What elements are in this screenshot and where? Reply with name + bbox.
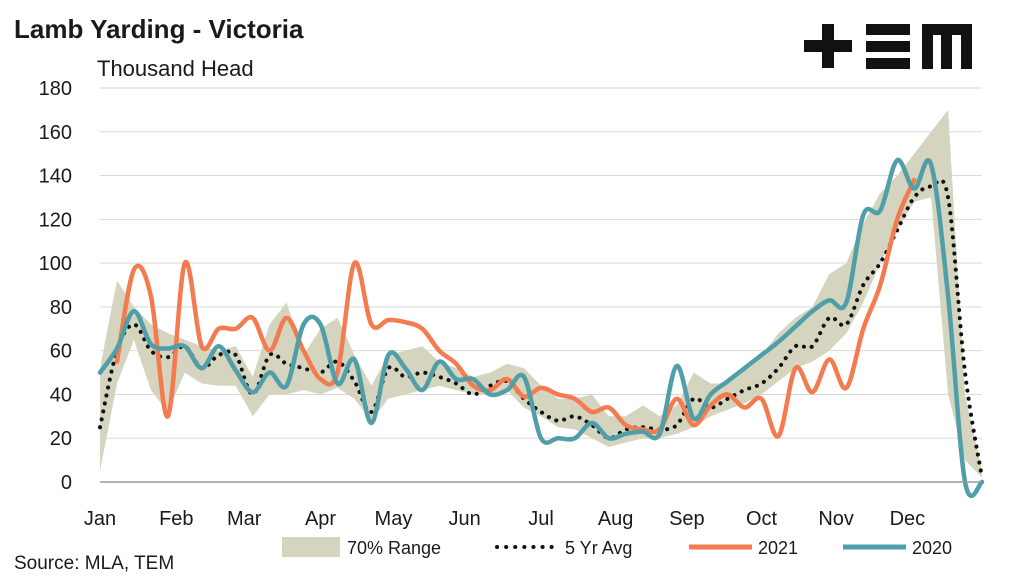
source-note: Source: MLA, TEM [14, 553, 175, 574]
x-tick-label-oct: Oct [746, 508, 778, 530]
x-tick-label-jun: Jun [449, 508, 481, 530]
x-tick-label-jan: Jan [84, 508, 116, 530]
chart-title: Lamb Yarding - Victoria [14, 14, 304, 44]
legend-label-2021: 2021 [758, 538, 798, 558]
x-tick-label-nov: Nov [818, 508, 854, 530]
x-tick-label-apr: Apr [305, 508, 336, 530]
y-axis-unit-label: Thousand Head [97, 56, 254, 81]
x-tick-label-aug: Aug [598, 508, 634, 530]
range-band-layer [100, 109, 982, 478]
x-tick-label-may: May [375, 508, 413, 530]
y-tick-label-80: 80 [50, 297, 72, 319]
legend-label-2020: 2020 [912, 538, 952, 558]
legend-label-5yr-avg: 5 Yr Avg [565, 538, 632, 558]
x-tick-label-dec: Dec [890, 508, 926, 530]
series-2020-line [97, 157, 985, 499]
y-tick-label-60: 60 [50, 341, 72, 363]
legend-swatch-70pct-range [282, 537, 340, 557]
y-tick-label-100: 100 [39, 253, 72, 275]
tem-logo-icon [804, 24, 972, 69]
y-tick-label-0: 0 [61, 472, 72, 494]
y-tick-label-40: 40 [50, 384, 72, 406]
axes-layer: 0 20 40 60 80 100 120 140 160 180 Jan Feb Mar Apr May J… [39, 78, 982, 530]
y-tick-label-160: 160 [39, 122, 72, 144]
y-tick-label-180: 180 [39, 78, 72, 100]
x-tick-label-jul: Jul [528, 508, 554, 530]
series-70pct-range-band [100, 109, 982, 478]
x-tick-label-feb: Feb [159, 508, 193, 530]
x-tick-label-mar: Mar [227, 508, 262, 530]
series-lines-layer [97, 157, 985, 499]
x-tick-label-sep: Sep [669, 508, 705, 530]
legend: 70% Range 5 Yr Avg 2021 2020 [282, 537, 952, 558]
series-2021-line [114, 177, 917, 439]
legend-label-70pct-range: 70% Range [347, 538, 441, 558]
y-tick-label-20: 20 [50, 428, 72, 450]
y-tick-label-140: 140 [39, 166, 72, 188]
y-tick-label-120: 120 [39, 209, 72, 231]
